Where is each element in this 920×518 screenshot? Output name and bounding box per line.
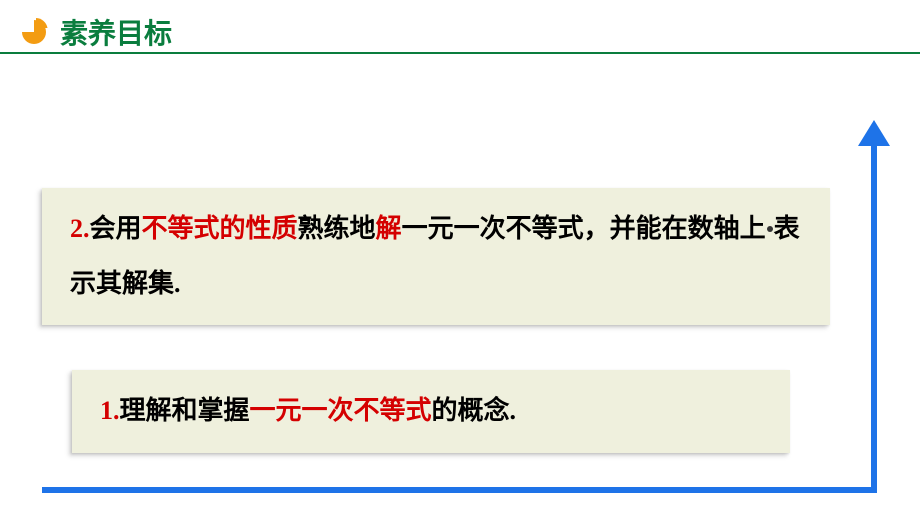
inline-dot — [767, 226, 773, 232]
num-1: 1. — [100, 396, 120, 425]
pie-icon — [18, 16, 50, 48]
objective-box-1: 1.理解和掌握一元一次不等式的概念. — [72, 370, 790, 453]
num-2: 2. — [70, 214, 90, 243]
objective-1-text: 1.理解和掌握一元一次不等式的概念. — [100, 396, 516, 425]
objective-2-text: 2.会用不等式的性质熟练地解一元一次不等式，并能在数轴上表示其解集. — [70, 214, 800, 298]
header-underline — [0, 52, 920, 54]
header-title: 素养目标 — [60, 12, 172, 52]
objective-box-2: 2.会用不等式的性质熟练地解一元一次不等式，并能在数轴上表示其解集. — [42, 188, 830, 325]
header: 素养目标 — [0, 0, 920, 52]
